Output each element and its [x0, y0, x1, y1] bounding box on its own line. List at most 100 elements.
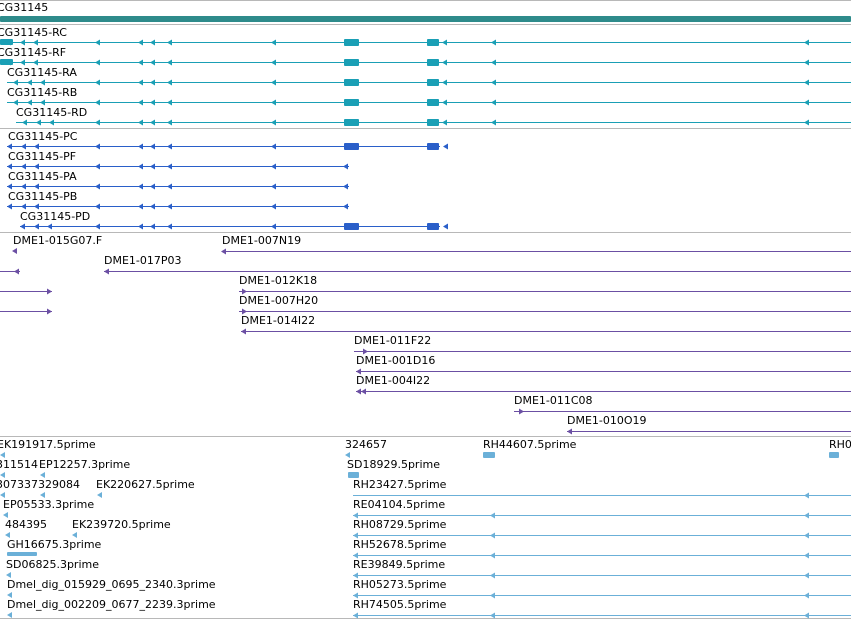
strand-arrow-icon: [34, 163, 39, 170]
strand-arrow-icon: [34, 183, 39, 190]
est-label[interactable]: EP12257.3prime: [39, 458, 131, 471]
strand-arrow-icon: [150, 143, 155, 150]
cdna-clone-label[interactable]: DME1-015G07.F: [13, 234, 103, 247]
transcript-exon: [344, 39, 359, 46]
transcript-label[interactable]: CG31145-RD: [16, 106, 88, 119]
strand-arrow-icon: [271, 203, 276, 210]
strand-arrow-icon: [33, 59, 38, 66]
strand-arrow-icon: [363, 348, 368, 355]
strand-arrow-icon: [104, 268, 109, 275]
strand-arrow-icon: [138, 143, 143, 150]
est-label[interactable]: RH08729.5prime: [353, 518, 447, 531]
est-label[interactable]: 329084: [38, 478, 80, 491]
strand-arrow-icon: [12, 248, 17, 254]
strand-arrow-icon: [138, 39, 143, 46]
strand-arrow-icon: [7, 612, 12, 618]
cdna-clone-label[interactable]: DME1-007N19: [222, 234, 302, 247]
strand-arrow-icon: [138, 183, 143, 190]
strand-arrow-icon: [804, 512, 809, 519]
est-label[interactable]: EK239720.5prime: [72, 518, 171, 531]
cdna-clone-label[interactable]: DME1-011F22: [354, 334, 432, 347]
est-label[interactable]: EK191917.5prime: [0, 438, 96, 451]
strand-arrow-icon: [36, 119, 41, 126]
strand-arrow-icon: [804, 532, 809, 539]
transcript-label[interactable]: CG31145-RA: [7, 66, 77, 79]
est-label[interactable]: Dmel_dig_002209_0677_2239.3prime: [7, 598, 216, 611]
gene-bar: [0, 16, 851, 22]
protein-block: [427, 143, 439, 150]
transcript-label[interactable]: CG31145-RB: [7, 86, 78, 99]
est-label[interactable]: Dmel_dig_015929_0695_2340.3prime: [7, 578, 216, 591]
est-label[interactable]: SD06825.3prime: [6, 558, 99, 571]
cdna-clone-label[interactable]: DME1-014I22: [241, 314, 316, 327]
est-label[interactable]: 484395: [5, 518, 47, 531]
strand-arrow-icon: [97, 492, 102, 498]
strand-arrow-icon: [353, 552, 358, 559]
strand-arrow-icon: [167, 183, 172, 190]
strand-arrow-icon: [150, 99, 155, 106]
est-label[interactable]: RH52678.5prime: [353, 538, 447, 551]
cdna-clone-label[interactable]: DME1-012K18: [239, 274, 318, 287]
strand-arrow-icon: [47, 288, 52, 295]
strand-arrow-icon: [442, 119, 447, 126]
est-label[interactable]: 307337: [0, 478, 38, 491]
cdna-clone-label[interactable]: DME1-017P03: [104, 254, 182, 267]
est-label[interactable]: RE04104.5prime: [353, 498, 446, 511]
strand-arrow-icon: [21, 183, 26, 190]
est-label[interactable]: GH16675.3prime: [7, 538, 102, 551]
strand-arrow-icon: [5, 532, 10, 538]
protein-label[interactable]: CG31145-PC: [8, 130, 78, 143]
transcript-label[interactable]: CG31145-RC: [0, 26, 67, 39]
strand-arrow-icon: [40, 472, 45, 478]
strand-arrow-icon: [20, 39, 25, 46]
strand-arrow-icon: [567, 428, 572, 435]
cdna-clone-label[interactable]: DME1-011C08: [514, 394, 593, 407]
strand-arrow-icon: [271, 99, 276, 106]
strand-arrow-icon: [343, 203, 348, 210]
est-label[interactable]: RH44607.5prime: [483, 438, 577, 451]
strand-arrow-icon: [27, 79, 32, 86]
gene-label[interactable]: CG31145: [0, 1, 49, 14]
strand-arrow-icon: [0, 472, 5, 478]
strand-arrow-icon: [47, 308, 52, 315]
strand-arrow-icon: [95, 59, 100, 66]
est-label[interactable]: RH05273.5prime: [353, 578, 447, 591]
est-label[interactable]: RH23427.5prime: [353, 478, 447, 491]
strand-arrow-icon: [221, 248, 226, 255]
est-label[interactable]: 311514: [0, 458, 38, 471]
protein-label[interactable]: CG31145-PA: [8, 170, 77, 183]
est-label[interactable]: RE39849.5prime: [353, 558, 446, 571]
est-label[interactable]: RH0: [829, 438, 851, 451]
strand-arrow-icon: [345, 452, 350, 458]
strand-arrow-icon: [167, 99, 172, 106]
strand-arrow-icon: [804, 492, 809, 499]
protein-label[interactable]: CG31145-PF: [8, 150, 77, 163]
est-label[interactable]: RH74505.5prime: [353, 598, 447, 611]
protein-label[interactable]: CG31145-PB: [8, 190, 78, 203]
transcript-exon: [0, 39, 13, 45]
strand-arrow-icon: [150, 39, 155, 46]
cdna-clone-label[interactable]: DME1-010O19: [567, 414, 647, 427]
strand-arrow-icon: [804, 119, 809, 126]
transcript-exon: [427, 59, 439, 66]
est-label[interactable]: EP05533.3prime: [3, 498, 95, 511]
strand-arrow-icon: [47, 223, 52, 230]
cdna-clone-label[interactable]: DME1-001D16: [356, 354, 436, 367]
strand-arrow-icon: [138, 223, 143, 230]
strand-arrow-icon: [21, 163, 26, 170]
est-block: [348, 472, 359, 478]
cdna-clone-label[interactable]: DME1-004I22: [356, 374, 431, 387]
protein-label[interactable]: CG31145-PD: [20, 210, 91, 223]
strand-arrow-icon: [271, 39, 276, 46]
cdna-clone-label[interactable]: DME1-007H20: [239, 294, 319, 307]
transcript-label[interactable]: CG31145-RF: [0, 46, 67, 59]
strand-arrow-icon: [40, 492, 45, 498]
strand-arrow-icon: [72, 532, 77, 538]
est-label[interactable]: SD18929.5prime: [347, 458, 440, 471]
strand-arrow-icon: [356, 368, 361, 375]
strand-arrow-icon: [241, 328, 246, 335]
strand-arrow-icon: [150, 59, 155, 66]
strand-arrow-icon: [442, 59, 447, 66]
est-label[interactable]: EK220627.5prime: [96, 478, 195, 491]
est-label[interactable]: 324657: [345, 438, 387, 451]
